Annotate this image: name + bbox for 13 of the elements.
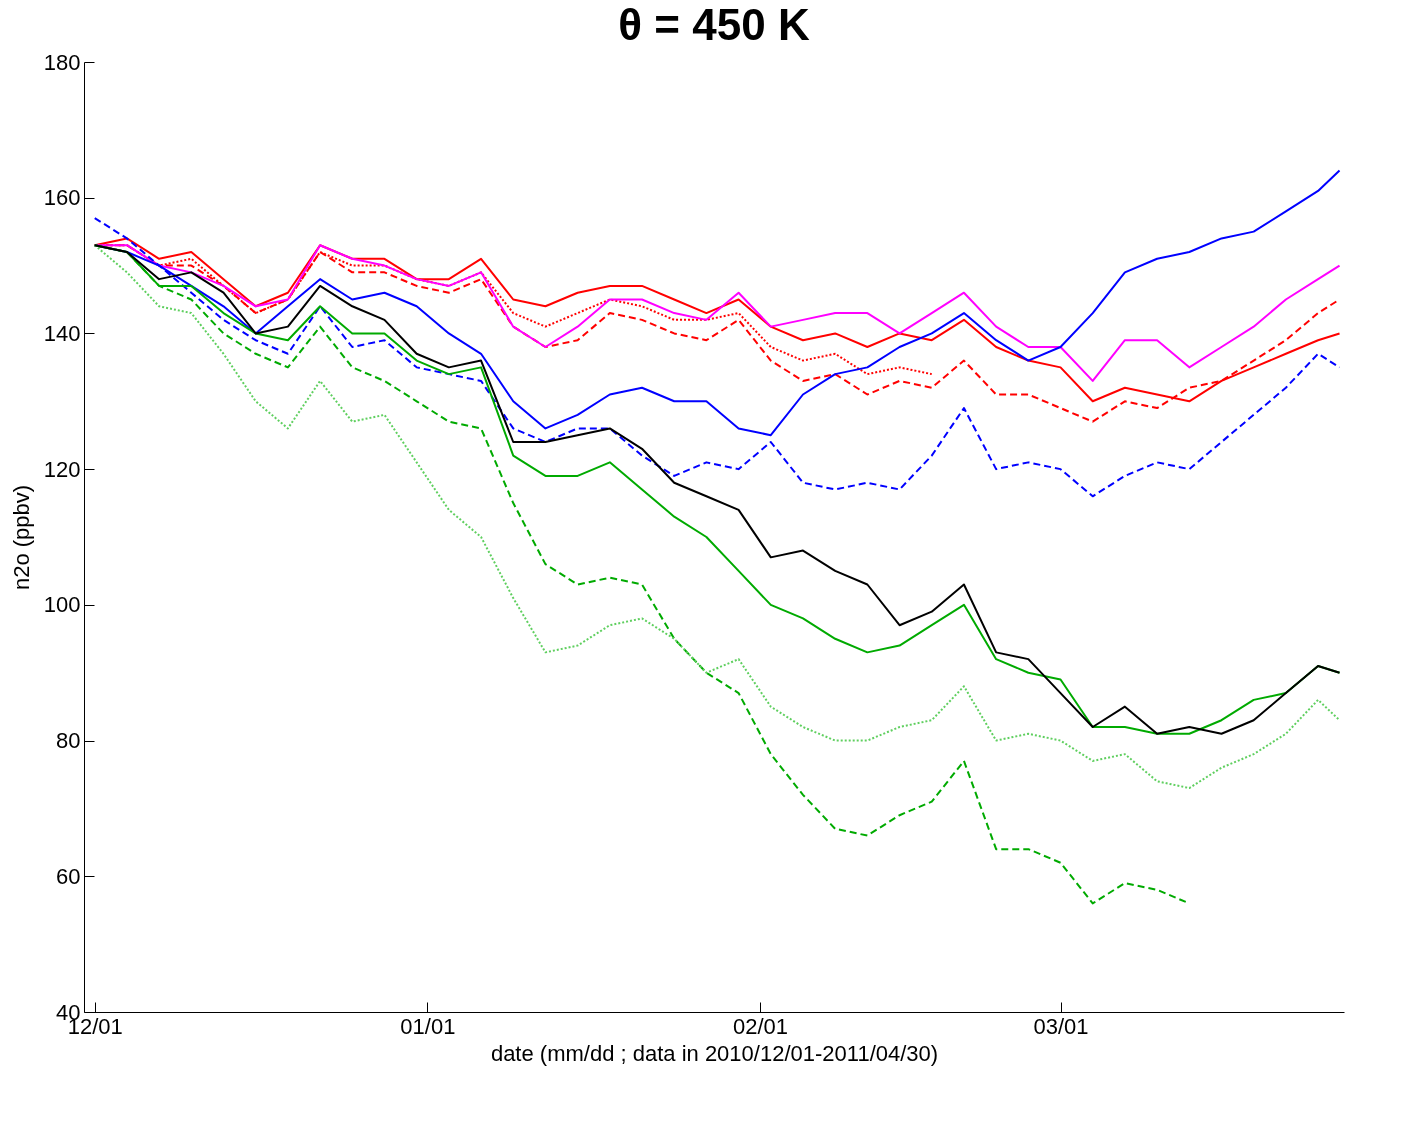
y-axis-title: n2o (ppbv) xyxy=(8,484,34,591)
y-tick-label: 80 xyxy=(56,728,81,754)
y-tick-label: 160 xyxy=(43,185,81,211)
x-tick-label: 02/01 xyxy=(733,1013,789,1039)
y-tick-label: 100 xyxy=(43,592,81,618)
y-tick-label: 180 xyxy=(43,49,81,75)
x-tick-label: 01/01 xyxy=(400,1013,456,1039)
y-tick-label: 120 xyxy=(43,456,81,482)
chart-title: θ = 450 K xyxy=(618,0,810,49)
y-tick-label: 60 xyxy=(56,863,81,889)
x-tick-label: 03/01 xyxy=(1033,1013,1089,1039)
x-axis-title: date (mm/dd ; data in 2010/12/01-2011/04/30) xyxy=(490,1040,939,1066)
y-tick-label: 140 xyxy=(43,320,81,346)
